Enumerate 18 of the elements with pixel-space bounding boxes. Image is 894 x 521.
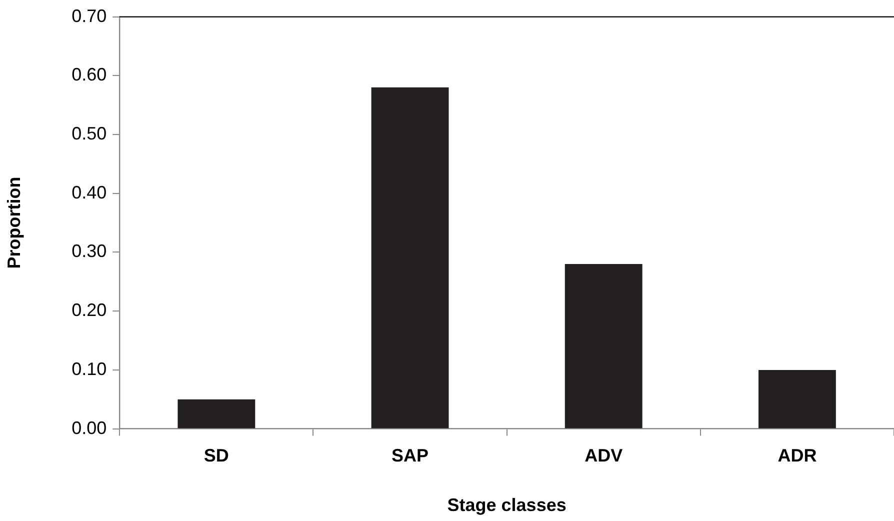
y-tick-label: 0.50	[72, 123, 107, 144]
bar	[371, 87, 449, 428]
x-tick-label: SAP	[392, 446, 429, 466]
y-tick-label: 0.20	[72, 300, 107, 320]
x-axis-title: Stage classes	[447, 495, 566, 516]
bar	[178, 399, 256, 428]
y-tick-label: 0.40	[72, 182, 107, 202]
y-tick-label: 0.10	[72, 358, 107, 379]
y-tick-label: 0.70	[72, 6, 107, 26]
y-axis-title: Proportion	[4, 176, 24, 269]
y-tick-label: 0.60	[72, 64, 107, 85]
x-tick-label: ADV	[584, 446, 623, 466]
bar	[758, 370, 836, 428]
x-tick-label: ADR	[778, 446, 817, 466]
x-tick-label: SD	[204, 446, 229, 466]
y-tick-label: 0.30	[72, 241, 107, 262]
bar	[564, 264, 642, 428]
y-tick-label: 0.00	[72, 418, 107, 438]
